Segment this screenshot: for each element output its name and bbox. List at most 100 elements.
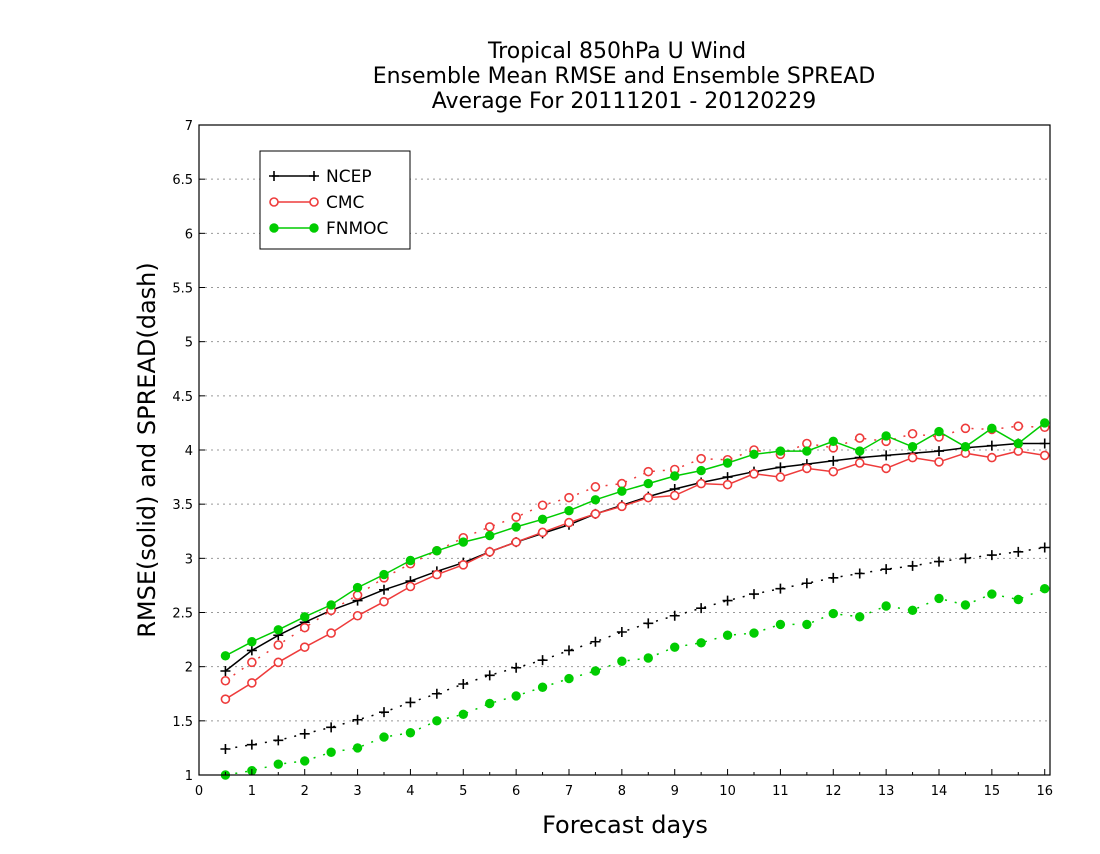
cmc-spread-point bbox=[352, 590, 363, 600]
ncep-rmse-point bbox=[1039, 438, 1050, 449]
legend-marker-fnmoc bbox=[269, 223, 279, 233]
cmc-rmse-point bbox=[802, 463, 812, 474]
cmc-rmse-point bbox=[564, 517, 574, 528]
ncep-spread-point bbox=[352, 714, 363, 725]
x-tick-label: 7 bbox=[565, 784, 573, 799]
legend-marker-ncep bbox=[269, 171, 279, 181]
cmc-spread-series bbox=[220, 421, 1050, 686]
cmc-spread-point bbox=[696, 453, 706, 464]
ncep-spread-point bbox=[616, 627, 627, 637]
ncep-spread-point bbox=[246, 739, 257, 750]
chart-title-group: Tropical 850hPa U Wind Ensemble Mean RMS… bbox=[373, 39, 876, 114]
y-tick-label: 6 bbox=[185, 227, 193, 242]
cmc-spread-point bbox=[299, 622, 310, 633]
y-tick-label: 5 bbox=[185, 336, 193, 351]
ncep-spread-point bbox=[299, 728, 310, 739]
cmc-rmse-point bbox=[1013, 446, 1024, 456]
fnmoc-spread-point bbox=[590, 666, 601, 676]
cmc-rmse-point bbox=[273, 657, 284, 668]
y-axis-ticks: 1 1.5 2 2.5 3 3.5 4 4.5 5 5.5 6 6.5 7 bbox=[172, 119, 205, 784]
cmc-rmse-point bbox=[643, 492, 654, 503]
fnmoc-spread-point bbox=[960, 600, 971, 610]
y-tick-label: 7 bbox=[185, 119, 193, 134]
ncep-spread-point bbox=[431, 688, 442, 699]
cmc-rmse-point bbox=[458, 560, 469, 570]
ncep-spread-point bbox=[960, 553, 971, 564]
legend-marker-cmc bbox=[309, 197, 319, 207]
ncep-spread-point bbox=[801, 578, 812, 589]
cmc-spread-point bbox=[854, 433, 865, 443]
cmc-rmse-point bbox=[987, 452, 997, 463]
x-tick-label: 13 bbox=[878, 784, 895, 799]
y-tick-label: 4 bbox=[185, 444, 193, 459]
fnmoc-spread-point bbox=[722, 630, 733, 640]
chart-title-line-1: Tropical 850hPa U Wind bbox=[487, 39, 746, 64]
x-tick-label: 5 bbox=[459, 784, 467, 799]
y-tick-label: 1 bbox=[185, 769, 193, 784]
fnmoc-rmse-point bbox=[907, 442, 918, 452]
x-tick-label: 3 bbox=[353, 784, 361, 799]
cmc-spread-point bbox=[1013, 421, 1024, 431]
fnmoc-rmse-point bbox=[722, 458, 733, 468]
ncep-rmse-point bbox=[246, 645, 257, 656]
fnmoc-spread-point bbox=[273, 759, 283, 769]
x-tick-label: 8 bbox=[618, 784, 626, 799]
ncep-spread-point bbox=[643, 618, 654, 629]
cmc-rmse-point bbox=[299, 642, 310, 652]
x-tick-label: 10 bbox=[719, 784, 736, 799]
x-tick-label: 12 bbox=[825, 784, 842, 799]
cmc-rmse-point bbox=[934, 457, 944, 467]
cmc-spread-point bbox=[643, 466, 654, 477]
fnmoc-rmse-point bbox=[300, 612, 310, 622]
x-tick-label: 6 bbox=[512, 784, 520, 799]
cmc-spread-line bbox=[224, 425, 1045, 682]
cmc-rmse-point bbox=[220, 694, 231, 704]
cmc-rmse-point bbox=[749, 469, 759, 479]
cmc-spread-point bbox=[484, 522, 495, 532]
ncep-rmse-point bbox=[220, 666, 231, 676]
ncep-spread-point bbox=[722, 595, 733, 606]
cmc-rmse-point bbox=[696, 478, 706, 489]
cmc-rmse-point bbox=[1039, 450, 1050, 461]
cmc-rmse-point bbox=[379, 596, 389, 607]
ncep-rmse-point bbox=[379, 584, 389, 595]
chart-title-line-3: Average For 20111201 - 20120229 bbox=[432, 89, 817, 114]
fnmoc-spread-point bbox=[802, 619, 812, 630]
fnmoc-rmse-point bbox=[220, 651, 231, 661]
x-tick-label: 1 bbox=[248, 784, 256, 799]
cmc-rmse-point bbox=[537, 527, 548, 538]
fnmoc-spread-point bbox=[907, 605, 918, 616]
fnmoc-rmse-point bbox=[749, 449, 759, 460]
ncep-spread-point bbox=[273, 735, 284, 746]
fnmoc-rmse-point bbox=[643, 478, 653, 489]
cmc-rmse-point bbox=[511, 537, 521, 547]
ncep-spread-point bbox=[934, 556, 944, 567]
y-tick-label: 5.5 bbox=[172, 282, 193, 297]
ncep-spread-point bbox=[220, 744, 231, 754]
fnmoc-rmse-line bbox=[225, 422, 1046, 657]
fnmoc-rmse-point bbox=[511, 522, 521, 532]
fnmoc-spread-point bbox=[1013, 594, 1023, 605]
x-tick-label: 15 bbox=[984, 784, 1001, 799]
fnmoc-rmse-point bbox=[802, 446, 812, 456]
fnmoc-spread-point bbox=[775, 619, 786, 630]
x-tick-label: 14 bbox=[931, 784, 948, 799]
x-tick-label: 9 bbox=[671, 784, 679, 799]
fnmoc-rmse-point bbox=[828, 436, 838, 447]
cmc-spread-point bbox=[564, 492, 574, 503]
fnmoc-rmse-point bbox=[564, 505, 574, 516]
fnmoc-spread-point bbox=[1040, 583, 1050, 594]
y-tick-label: 4.5 bbox=[172, 390, 193, 405]
fnmoc-rmse-point bbox=[1040, 418, 1050, 428]
fnmoc-spread-point bbox=[405, 728, 416, 738]
ncep-rmse-point bbox=[934, 446, 944, 457]
fnmoc-rmse-point bbox=[617, 486, 627, 496]
fnmoc-rmse-point bbox=[432, 546, 442, 556]
fnmoc-spread-point bbox=[511, 691, 521, 701]
ncep-spread-point bbox=[379, 707, 389, 718]
y-tick-label: 3.5 bbox=[172, 498, 193, 513]
y-axis-label: RMSE(solid) and SPREAD(dash) bbox=[133, 262, 161, 638]
legend-box bbox=[259, 150, 411, 250]
fnmoc-rmse-point bbox=[485, 530, 495, 541]
cmc-rmse-point bbox=[247, 678, 257, 688]
